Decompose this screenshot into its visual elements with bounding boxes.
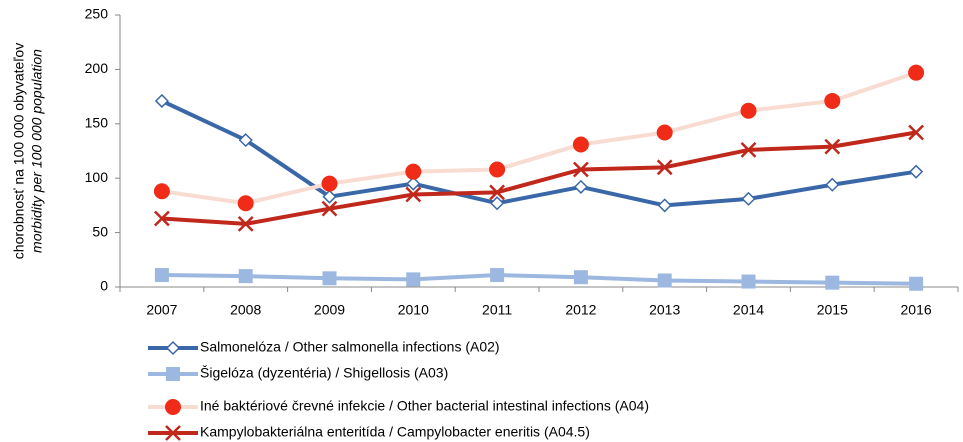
x-tick-label: 2011 [482, 302, 512, 318]
marker [165, 399, 181, 415]
legend-label: Šigelóza (dyzentéria) / Shigellosis (A03… [200, 365, 448, 381]
marker [825, 275, 840, 290]
marker [154, 93, 169, 109]
marker [154, 268, 169, 283]
marker [154, 210, 170, 227]
y-tick-label: 250 [85, 6, 109, 22]
y-axis-label: chorobnosť na 100 000 obyvateľov [11, 43, 27, 259]
series-line [161, 99, 917, 208]
marker [489, 161, 506, 178]
marker [238, 269, 253, 284]
marker [741, 274, 756, 289]
marker [322, 189, 337, 204]
marker [153, 183, 170, 200]
y-tick-label: 50 [92, 223, 108, 239]
x-tick-label: 2008 [230, 302, 261, 318]
marker [825, 177, 840, 192]
marker [166, 367, 180, 381]
marker [490, 268, 505, 283]
x-tick-label: 2015 [817, 302, 848, 318]
marker [740, 102, 757, 119]
marker [741, 191, 756, 206]
x-tick-label: 2007 [146, 302, 177, 318]
marker [824, 138, 841, 155]
marker [573, 161, 589, 178]
marker [909, 164, 924, 179]
marker [657, 273, 672, 288]
marker [824, 92, 841, 109]
series-line [161, 70, 917, 206]
marker [405, 163, 422, 180]
x-tick-label: 2013 [649, 302, 680, 318]
marker [321, 200, 338, 217]
legend-label: Kampylobakteriálna enteritída / Campylob… [200, 424, 590, 440]
x-tick-label: 2010 [398, 302, 429, 318]
marker [489, 184, 505, 201]
y-tick-label: 0 [100, 278, 108, 294]
legend-label: Iné baktériové črevné infekcie / Other b… [200, 398, 649, 414]
x-tick-label: 2012 [565, 302, 596, 318]
y-tick-label: 100 [85, 169, 109, 185]
marker [490, 196, 505, 211]
x-tick-label: 2016 [901, 302, 932, 318]
marker [740, 142, 757, 158]
y-axis-label: morbidity per 100 000 population [29, 49, 45, 253]
marker [237, 216, 254, 232]
marker [572, 136, 589, 153]
y-tick-label: 200 [85, 60, 109, 76]
x-tick-label: 2014 [733, 302, 764, 318]
marker [405, 186, 422, 203]
marker [321, 175, 338, 192]
marker [406, 272, 421, 287]
marker [909, 276, 924, 291]
x-tick-label: 2009 [314, 302, 345, 318]
legend-label: Salmonelóza / Other salmonella infection… [200, 339, 500, 355]
marker [573, 179, 588, 194]
marker [238, 133, 253, 148]
marker [908, 124, 924, 141]
series-line [161, 273, 917, 286]
marker [237, 195, 254, 212]
marker [656, 124, 673, 141]
marker [656, 159, 673, 176]
marker [406, 176, 421, 191]
series-line [161, 130, 917, 226]
marker [165, 340, 181, 356]
y-tick-label: 150 [85, 115, 109, 131]
marker [165, 425, 181, 441]
marker [573, 270, 588, 285]
marker [908, 64, 925, 81]
marker [322, 271, 337, 286]
marker [657, 198, 672, 213]
